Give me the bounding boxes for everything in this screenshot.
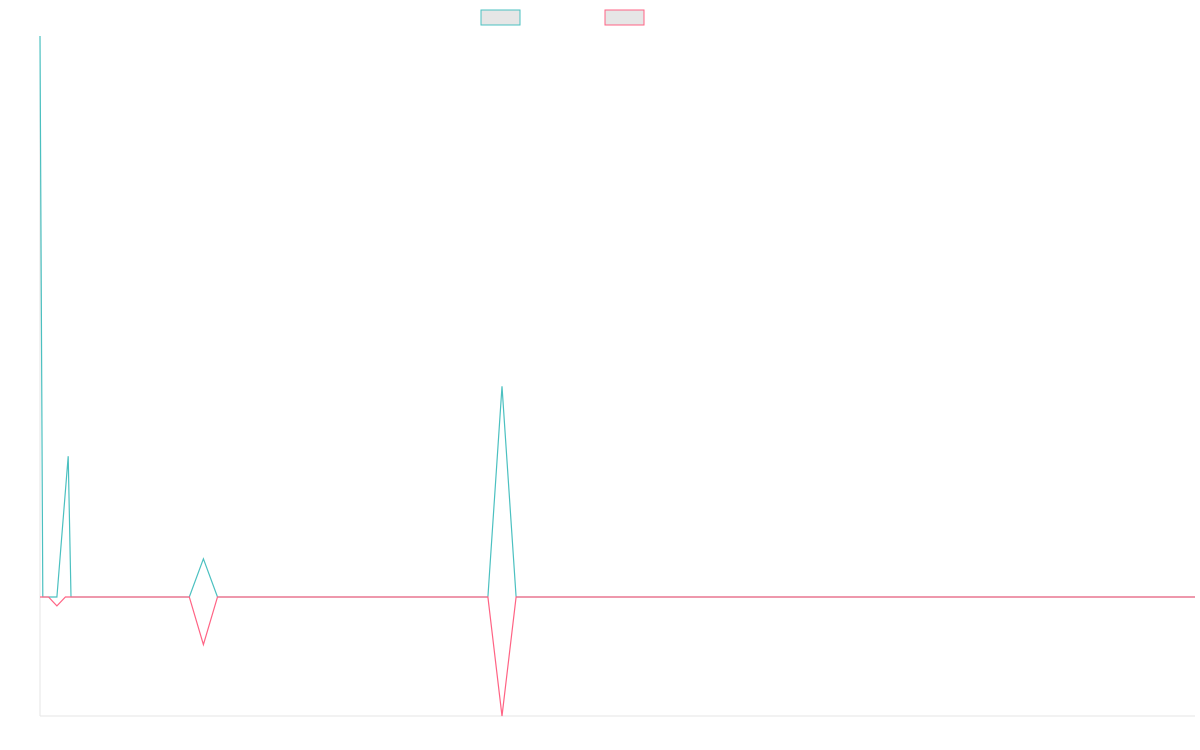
legend-item-2[interactable]	[604, 9, 645, 26]
axes	[39, 36, 1195, 717]
legend-swatch-2	[604, 9, 645, 26]
legend-item-1[interactable]	[480, 9, 521, 26]
series-line-2	[40, 596, 1195, 717]
series-line-1	[39, 35, 1195, 598]
legend-swatch-1	[480, 9, 521, 26]
legend[interactable]	[480, 9, 645, 26]
series-layer	[39, 35, 1195, 717]
